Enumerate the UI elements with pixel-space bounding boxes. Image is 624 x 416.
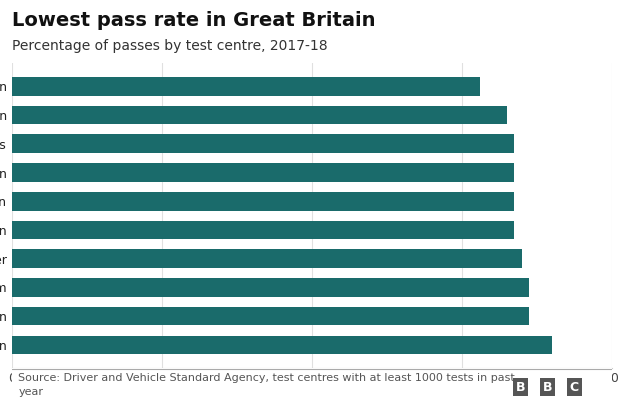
Bar <box>12 134 514 153</box>
Bar <box>12 336 552 354</box>
Bar <box>12 77 480 96</box>
Bar <box>12 220 514 239</box>
Text: B: B <box>543 381 552 394</box>
Bar <box>12 278 529 297</box>
Text: Lowest pass rate in Great Britain: Lowest pass rate in Great Britain <box>12 11 376 30</box>
Bar <box>12 307 529 325</box>
Text: Source: Driver and Vehicle Standard Agency, test centres with at least 1000 test: Source: Driver and Vehicle Standard Agen… <box>19 373 515 397</box>
Bar <box>12 192 514 210</box>
Text: Percentage of passes by test centre, 2017-18: Percentage of passes by test centre, 201… <box>12 39 328 52</box>
Bar <box>12 106 507 124</box>
Text: C: C <box>570 381 579 394</box>
Text: B: B <box>515 381 525 394</box>
Bar <box>12 249 522 268</box>
Bar <box>12 163 514 182</box>
